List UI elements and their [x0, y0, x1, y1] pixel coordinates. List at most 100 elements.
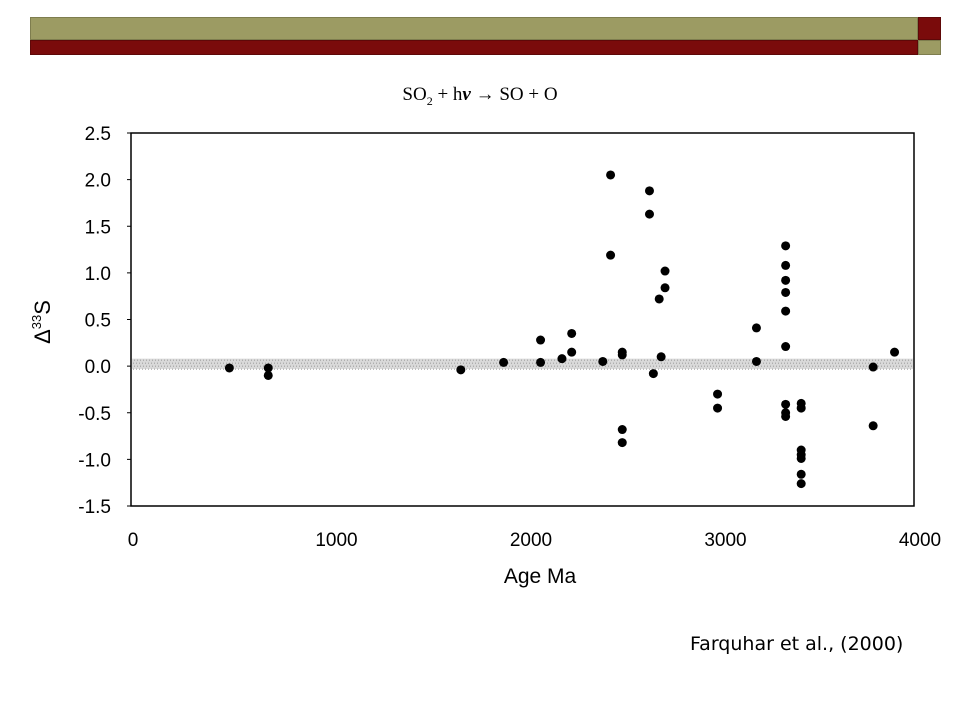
band-stipple-dot — [149, 359, 150, 361]
band-stipple-dot — [455, 365, 456, 367]
band-stipple-dot — [632, 359, 633, 361]
band-stipple-dot — [475, 368, 476, 370]
band-stipple-dot — [811, 362, 812, 364]
band-stipple-dot — [526, 368, 527, 370]
data-point — [617, 438, 627, 448]
band-stipple-dot — [215, 365, 216, 367]
band-stipple-dot — [736, 368, 737, 370]
band-stipple-dot — [748, 362, 749, 364]
band-stipple-dot — [559, 368, 560, 370]
band-stipple-dot — [256, 368, 257, 370]
band-stipple-dot — [218, 365, 219, 367]
band-stipple-dot — [725, 365, 726, 367]
band-stipple-dot — [583, 362, 584, 364]
band-stipple-dot — [803, 365, 804, 367]
band-stipple-dot — [148, 368, 149, 370]
band-stipple-dot — [875, 359, 876, 361]
band-stipple-dot — [461, 359, 462, 361]
band-stipple-dot — [860, 359, 861, 361]
band-stipple-dot — [797, 359, 798, 361]
band-stipple-dot — [146, 359, 147, 361]
band-stipple-dot — [370, 362, 371, 364]
band-stipple-dot — [800, 365, 801, 367]
band-stipple-dot — [463, 362, 464, 364]
band-stipple-dot — [614, 359, 615, 361]
band-stipple-dot — [514, 362, 515, 364]
band-stipple-dot — [248, 365, 249, 367]
band-stipple-dot — [467, 365, 468, 367]
band-stipple-dot — [827, 365, 828, 367]
band-stipple-dot — [238, 368, 239, 370]
band-stipple-dot — [322, 362, 323, 364]
band-stipple-dot — [754, 368, 755, 370]
band-stipple-dot — [794, 365, 795, 367]
data-point — [263, 370, 273, 380]
reaction-reactant: SO — [402, 84, 427, 105]
band-stipple-dot — [850, 362, 851, 364]
band-stipple-dot — [652, 362, 653, 364]
band-stipple-dot — [337, 368, 338, 370]
band-stipple-dot — [286, 362, 287, 364]
band-stipple-dot — [488, 359, 489, 361]
data-point — [713, 403, 723, 413]
band-stipple-dot — [815, 365, 816, 367]
band-stipple-dot — [821, 359, 822, 361]
band-stipple-dot — [751, 368, 752, 370]
band-stipple-dot — [181, 362, 182, 364]
band-stipple-dot — [524, 359, 525, 361]
band-stipple-dot — [676, 368, 677, 370]
band-stipple-dot — [851, 359, 852, 361]
band-stipple-dot — [551, 359, 552, 361]
band-stipple-dot — [149, 365, 150, 367]
band-stipple-dot — [665, 365, 666, 367]
band-stipple-dot — [244, 368, 245, 370]
band-stipple-dot — [521, 365, 522, 367]
band-stipple-dot — [163, 368, 164, 370]
band-stipple-dot — [545, 359, 546, 361]
band-stipple-dot — [211, 368, 212, 370]
band-stipple-dot — [574, 368, 575, 370]
band-stipple-dot — [644, 359, 645, 361]
band-stipple-dot — [661, 368, 662, 370]
band-stipple-dot — [797, 365, 798, 367]
reaction-products: → SO + O — [470, 84, 558, 105]
y-tick-label: 2.0 — [85, 171, 111, 192]
band-stipple-dot — [769, 362, 770, 364]
band-stipple-dot — [722, 365, 723, 367]
band-stipple-dot — [397, 362, 398, 364]
band-stipple-dot — [581, 365, 582, 367]
band-stipple-dot — [788, 359, 789, 361]
band-stipple-dot — [737, 359, 738, 361]
band-stipple-dot — [502, 368, 503, 370]
band-stipple-dot — [494, 365, 495, 367]
band-stipple-dot — [856, 368, 857, 370]
band-stipple-dot — [887, 365, 888, 367]
band-stipple-dot — [892, 368, 893, 370]
band-stipple-dot — [187, 368, 188, 370]
band-stipple-dot — [371, 365, 372, 367]
data-point — [606, 250, 616, 260]
band-stipple-dot — [155, 359, 156, 361]
band-stipple-dot — [320, 359, 321, 361]
band-stipple-dot — [835, 362, 836, 364]
data-point — [224, 363, 234, 373]
band-stipple-dot — [641, 359, 642, 361]
band-stipple-dot — [443, 365, 444, 367]
band-stipple-dot — [293, 365, 294, 367]
band-stipple-dot — [749, 359, 750, 361]
band-stipple-dot — [809, 365, 810, 367]
band-stipple-dot — [599, 365, 600, 367]
data-point — [536, 357, 546, 367]
band-stipple-dot — [361, 368, 362, 370]
data-point — [617, 350, 627, 360]
band-stipple-dot — [362, 359, 363, 361]
band-stipple-dot — [611, 359, 612, 361]
band-stipple-dot — [208, 362, 209, 364]
band-stipple-dot — [454, 362, 455, 364]
band-stipple-dot — [526, 362, 527, 364]
band-stipple-dot — [629, 359, 630, 361]
band-stipple-dot — [862, 368, 863, 370]
band-stipple-dot — [250, 368, 251, 370]
band-stipple-dot — [560, 365, 561, 367]
band-stipple-dot — [484, 368, 485, 370]
